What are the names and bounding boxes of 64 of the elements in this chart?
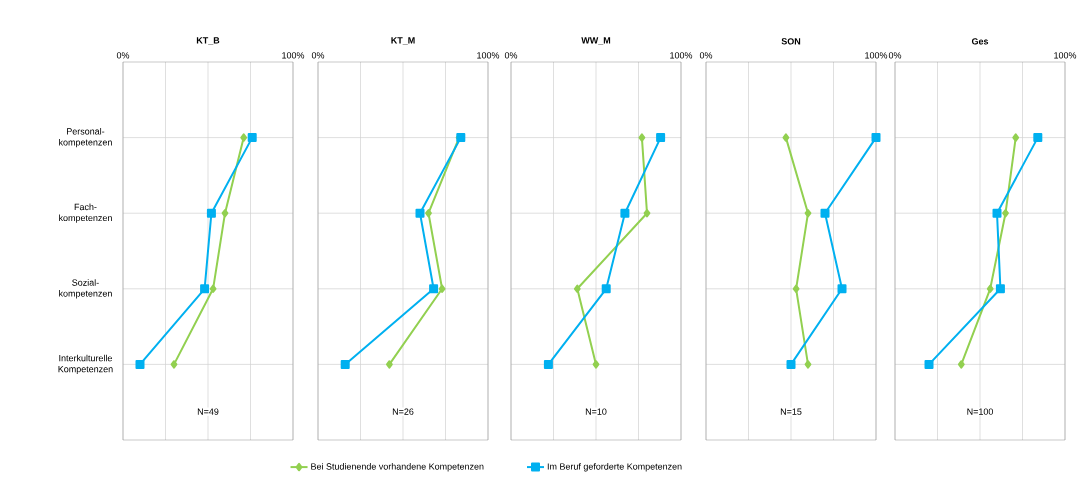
legend-label: Im Beruf geforderte Kompetenzen — [547, 463, 682, 472]
y-tick-label: Fach- kompetenzen — [59, 203, 112, 223]
point — [425, 209, 432, 218]
x-tick-label: 100% — [670, 52, 693, 59]
annotation: N=100 — [967, 408, 993, 415]
point — [957, 360, 965, 369]
point — [200, 284, 210, 294]
point — [792, 284, 800, 293]
x-tick-label: 100% — [477, 52, 500, 59]
point — [170, 360, 178, 369]
legend-label: Bei Studienende vorhandene Kompetenzen — [311, 463, 484, 472]
point — [573, 284, 581, 293]
point — [543, 359, 553, 369]
point — [992, 208, 1002, 218]
x-tick-label: 100% — [1054, 52, 1077, 59]
annotation: N=49 — [197, 408, 219, 415]
point — [786, 359, 796, 369]
point — [620, 208, 630, 218]
x-tick-label: 0% — [311, 52, 325, 59]
x-tick-label: 0% — [699, 52, 713, 59]
x-tick-label: 0% — [504, 52, 518, 59]
point — [924, 359, 934, 369]
point — [643, 209, 651, 218]
point — [206, 208, 216, 218]
annotation: N=15 — [780, 408, 802, 415]
chart-title: KT_M — [391, 37, 415, 45]
y-tick-label: Interkulturelle Kompetenzen — [58, 354, 113, 375]
point — [804, 360, 812, 369]
point — [247, 133, 257, 143]
point — [601, 284, 611, 294]
x-tick-label: 0% — [116, 52, 130, 59]
point — [135, 359, 145, 369]
point — [240, 133, 248, 142]
point — [340, 359, 350, 369]
point — [386, 360, 393, 369]
point — [656, 133, 666, 143]
x-tick-label: 100% — [865, 52, 888, 59]
point — [638, 133, 646, 142]
chart-title: SON — [781, 38, 801, 45]
y-tick-label: Sozial- kompetenzen — [59, 279, 112, 299]
point — [820, 208, 830, 218]
chart-title: Ges — [971, 38, 989, 45]
annotation: N=26 — [392, 408, 414, 415]
point — [871, 133, 881, 143]
point — [429, 284, 439, 294]
point — [415, 208, 425, 218]
point — [782, 133, 790, 142]
x-tick-label: 0% — [888, 52, 902, 59]
annotation: N=10 — [585, 408, 607, 415]
point — [221, 209, 229, 218]
point — [995, 284, 1005, 294]
point — [804, 209, 812, 218]
chart-title: WW_M — [581, 37, 611, 45]
point — [1012, 133, 1020, 142]
point — [438, 284, 446, 293]
point — [1002, 209, 1009, 218]
x-tick-label: 100% — [282, 52, 305, 59]
y-tick-label: Personal- kompetenzen — [59, 127, 112, 148]
point — [986, 284, 994, 293]
point — [1033, 133, 1043, 143]
point — [209, 284, 217, 293]
point — [837, 284, 847, 294]
chart-title: KT_B — [196, 37, 220, 45]
point — [592, 360, 600, 369]
